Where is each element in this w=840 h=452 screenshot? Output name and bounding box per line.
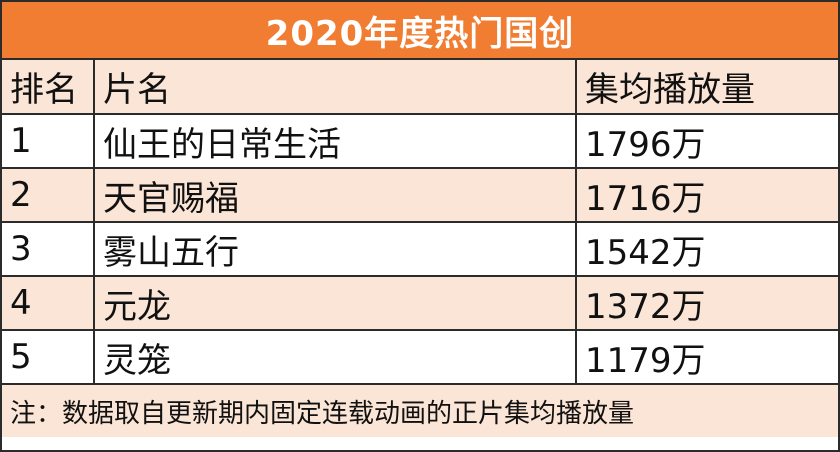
cell-views: 1716万	[575, 167, 838, 223]
table-row: 3 雾山五行 1542万	[2, 221, 838, 277]
table-title: 2020年度热门国创	[2, 2, 838, 60]
cell-views: 1796万	[575, 113, 838, 169]
table-row: 1 仙王的日常生活 1796万	[2, 113, 838, 169]
cell-title: 雾山五行	[93, 221, 577, 277]
footnote: 注：数据取自更新期内固定连载动画的正片集均播放量	[2, 383, 838, 437]
cell-title: 灵笼	[93, 329, 577, 385]
cell-rank: 4	[2, 275, 95, 331]
cell-rank: 2	[2, 167, 95, 223]
cell-title: 仙王的日常生活	[93, 113, 577, 169]
cell-views: 1179万	[575, 329, 838, 385]
cell-rank: 5	[2, 329, 95, 385]
ranking-table: 排名 片名 集均播放量 1 仙王的日常生活 1796万 2 天官赐福 1716万…	[2, 60, 838, 437]
cell-rank: 1	[2, 113, 95, 169]
cell-rank: 3	[2, 221, 95, 277]
footnote-row: 注：数据取自更新期内固定连载动画的正片集均播放量	[2, 383, 838, 437]
table-row: 2 天官赐福 1716万	[2, 167, 838, 223]
cell-views: 1372万	[575, 275, 838, 331]
header-rank: 排名	[2, 60, 95, 115]
cell-title: 天官赐福	[93, 167, 577, 223]
table-header-row: 排名 片名 集均播放量	[2, 60, 838, 115]
cell-title: 元龙	[93, 275, 577, 331]
header-views: 集均播放量	[575, 60, 838, 115]
table-row: 4 元龙 1372万	[2, 275, 838, 331]
table-row: 5 灵笼 1179万	[2, 329, 838, 385]
header-title: 片名	[93, 60, 577, 115]
cell-views: 1542万	[575, 221, 838, 277]
